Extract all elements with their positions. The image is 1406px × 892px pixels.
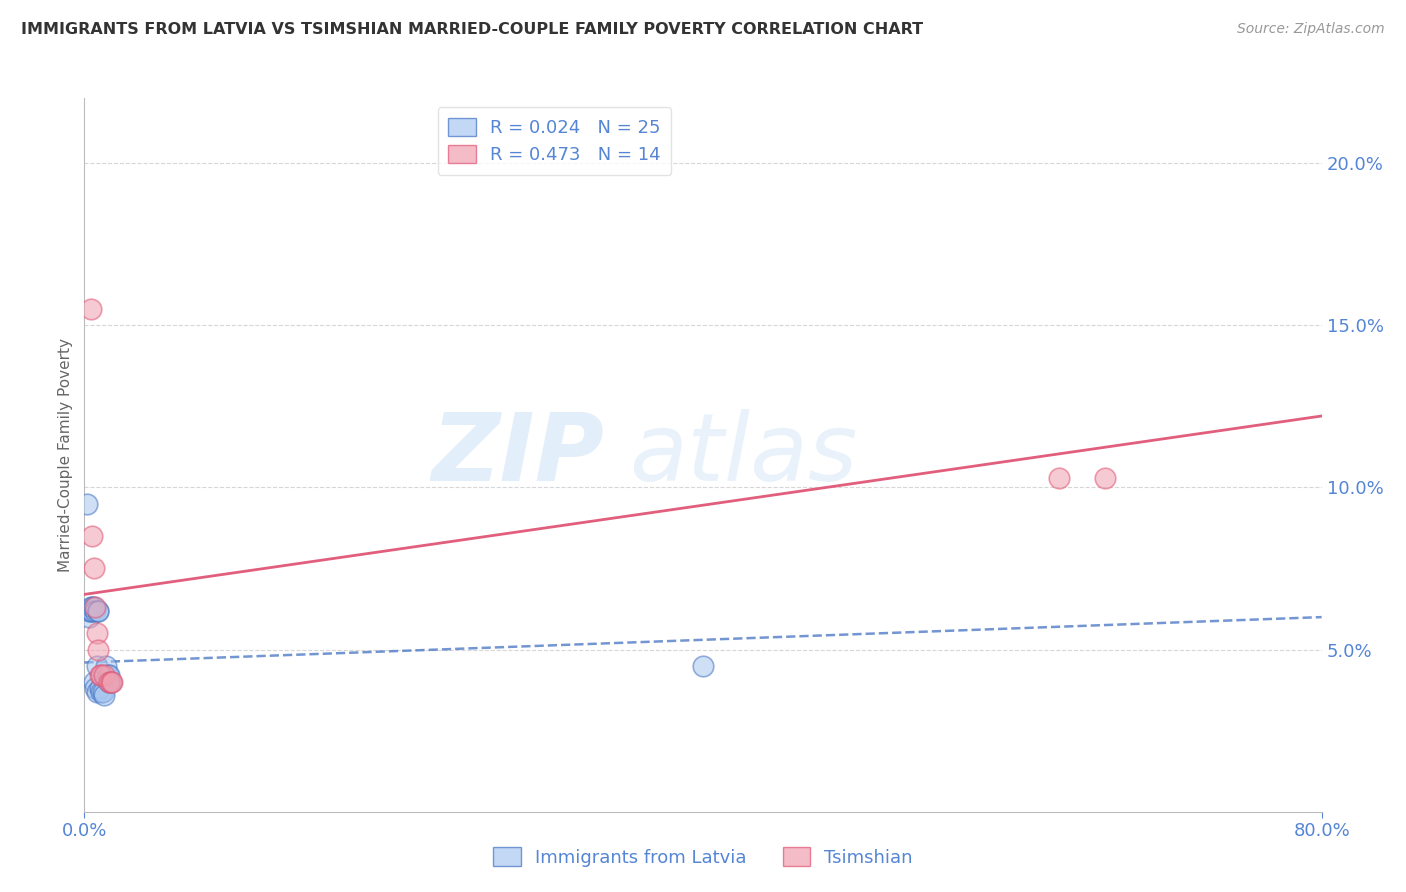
Point — [79, 604, 101, 618]
Point — [83, 675, 105, 690]
Point — [98, 668, 121, 682]
Point — [96, 668, 118, 682]
Point — [86, 658, 108, 673]
Point — [100, 675, 122, 690]
Point — [100, 675, 122, 690]
Point — [93, 688, 115, 702]
Point — [98, 675, 121, 690]
Point — [82, 600, 104, 615]
Point — [1094, 470, 1116, 484]
Point — [84, 600, 107, 615]
Legend: Immigrants from Latvia, Tsimshian: Immigrants from Latvia, Tsimshian — [486, 840, 920, 874]
Point — [84, 604, 107, 618]
Point — [83, 600, 105, 615]
Point — [94, 658, 117, 673]
Point — [82, 529, 104, 543]
Point — [90, 684, 112, 698]
Point — [91, 684, 114, 698]
Point — [77, 604, 100, 618]
Point — [93, 668, 115, 682]
Point — [87, 604, 110, 618]
Point — [98, 675, 121, 690]
Point — [83, 561, 105, 575]
Text: Source: ZipAtlas.com: Source: ZipAtlas.com — [1237, 22, 1385, 37]
Point — [87, 642, 110, 657]
Text: atlas: atlas — [628, 409, 858, 500]
Point — [82, 604, 104, 618]
Point — [84, 681, 107, 696]
Point — [90, 668, 112, 682]
Point — [79, 600, 101, 615]
Point — [89, 681, 111, 696]
Text: IMMIGRANTS FROM LATVIA VS TSIMSHIAN MARRIED-COUPLE FAMILY POVERTY CORRELATION CH: IMMIGRANTS FROM LATVIA VS TSIMSHIAN MARR… — [21, 22, 924, 37]
Point — [76, 497, 98, 511]
Point — [77, 610, 100, 624]
Point — [101, 675, 124, 690]
Point — [86, 684, 108, 698]
Point — [1047, 470, 1070, 484]
Point — [87, 604, 110, 618]
Point — [692, 658, 714, 673]
Y-axis label: Married-Couple Family Poverty: Married-Couple Family Poverty — [58, 338, 73, 572]
Point — [89, 668, 111, 682]
Text: ZIP: ZIP — [432, 409, 605, 501]
Point — [86, 626, 108, 640]
Point — [79, 301, 101, 316]
